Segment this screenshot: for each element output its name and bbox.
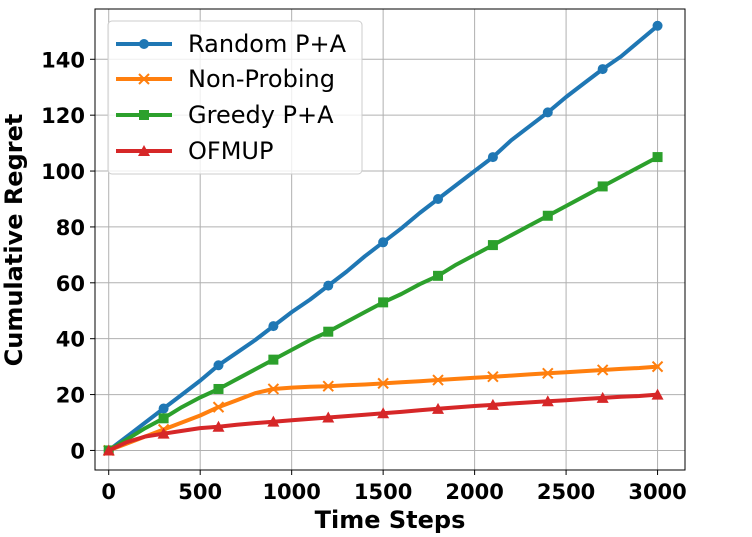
data-point-non-probing [542,367,554,380]
y-tick-label: 40 [56,328,85,352]
data-point-random-p-a [213,360,224,371]
data-point-ofmup [596,391,609,403]
data-point-ofmup [102,444,115,456]
data-point-non-probing [377,377,389,390]
y-tick-label: 80 [56,216,85,240]
data-point-greedy-p-a [433,270,444,281]
x-tick-label: 0 [101,480,116,504]
data-point-ofmup [432,402,445,414]
data-point-ofmup [267,415,280,427]
data-point-greedy-p-a [487,240,498,251]
legend-swatch-marker-greedy-p-a [139,110,149,120]
data-point-greedy-p-a [323,326,334,337]
grid-layer [95,9,685,470]
series-layer [102,20,664,457]
data-point-ofmup [541,395,554,407]
series-ofmup [102,388,664,456]
y-tick-label: 0 [70,439,85,463]
data-point-non-probing [322,380,334,392]
data-point-random-p-a [433,193,444,204]
data-point-non-probing [432,374,444,386]
y-tick-label: 60 [56,272,85,296]
legend: Random P+A Non-Probing Greedy P+A OFMUP [107,20,363,175]
y-tick-label: 140 [41,48,85,72]
data-point-greedy-p-a [652,152,663,163]
y-tick-label: 120 [41,104,85,128]
data-point-greedy-p-a [597,181,608,192]
y-tick-label: 100 [41,160,85,184]
x-tick-label: 500 [178,480,222,504]
legend-swatch-marker-random-p-a [139,39,149,49]
legend-swatch-marker-non-probing [138,73,150,85]
data-point-non-probing [487,370,499,383]
data-point-non-probing [212,401,225,413]
plot-frame [94,8,686,471]
x-tick-label: 1500 [354,480,412,504]
x-tick-label: 3000 [628,480,686,504]
legend-label-ofmup: OFMUP [188,137,273,165]
legend-box [107,20,363,175]
y-axis-label: Cumulative Regret [0,114,28,367]
y-tick-label: 20 [56,384,85,408]
data-point-greedy-p-a [542,210,553,221]
data-point-random-p-a [597,64,608,75]
data-point-random-p-a [542,107,553,118]
data-point-greedy-p-a [268,354,279,365]
legend-label-non-probing: Non-Probing [188,65,335,93]
x-axis-label: Time Steps [315,506,466,534]
data-point-non-probing [651,360,664,373]
data-point-ofmup [486,398,499,410]
x-tick-label: 2500 [537,480,595,504]
legend-swatches [116,39,172,156]
data-point-greedy-p-a [213,383,224,394]
data-point-ofmup [212,420,225,432]
legend-label-random-pa: Random P+A [188,30,347,58]
legend-swatch-marker-ofmup [138,145,150,156]
x-tick-label: 2000 [445,480,503,504]
data-point-random-p-a [323,280,334,291]
series-greedy-p-a [103,152,663,456]
data-point-random-p-a [652,20,663,31]
x-tick-label: 1000 [262,480,320,504]
data-point-greedy-p-a [378,297,389,308]
data-point-random-p-a [487,152,498,163]
data-point-random-p-a [378,237,389,248]
data-point-random-p-a [268,321,279,332]
legend-label-greedy-pa: Greedy P+A [188,101,334,129]
data-point-non-probing [596,364,609,376]
data-point-random-p-a [158,403,169,414]
data-point-greedy-p-a [158,413,169,424]
data-point-non-probing [267,383,280,395]
data-point-ofmup [157,427,170,439]
tick-layer: 0 500 1000 1500 2000 2500 3000 0 20 40 60 80 100 120 1… [41,48,687,504]
data-point-ofmup [377,407,390,419]
data-point-ofmup [651,388,664,400]
data-point-ofmup [322,411,335,423]
